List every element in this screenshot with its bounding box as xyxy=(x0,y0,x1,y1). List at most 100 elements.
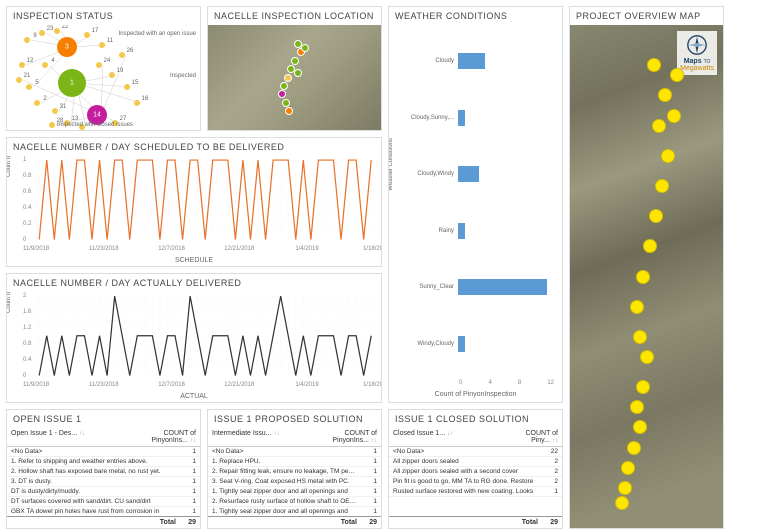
table-row[interactable]: All zipper doors sealed with a second co… xyxy=(389,467,562,477)
sat-node[interactable] xyxy=(119,52,125,58)
inspection-point[interactable] xyxy=(284,74,292,82)
inspection-point[interactable] xyxy=(291,57,299,65)
sat-node[interactable] xyxy=(124,84,130,90)
sat-node[interactable] xyxy=(54,28,60,34)
turbine-marker[interactable] xyxy=(647,58,661,72)
table-row[interactable]: All zipper doors sealed2 xyxy=(389,457,562,467)
panel-title: NACELLE NUMBER / DAY SCHEDULED TO BE DEL… xyxy=(7,138,381,156)
panel-title: ISSUE 1 PROPOSED SOLUTION xyxy=(208,410,381,428)
sat-node[interactable] xyxy=(134,100,140,106)
weather-chart[interactable]: Cloudy Cloudy,Sunny,... Cloudy,Windy Rainy S… xyxy=(389,25,562,402)
table-row[interactable]: 1. Refer to shipping and weather entries… xyxy=(7,457,200,467)
sat-node[interactable] xyxy=(99,42,105,48)
table-row[interactable]: <No Data>1 xyxy=(7,447,200,457)
location-panel: NACELLE INSPECTION LOCATION xyxy=(207,6,382,131)
turbine-marker[interactable] xyxy=(658,88,672,102)
project-map[interactable]: Maps TO Megawatts xyxy=(570,25,723,528)
panel-title: OPEN ISSUE 1 xyxy=(7,410,200,428)
table-row[interactable]: 2. Hollow shaft has exposed bare metal, … xyxy=(7,467,200,477)
turbine-marker[interactable] xyxy=(640,350,654,364)
network-diagram[interactable]: 923221711125231191516137274242621283114 … xyxy=(7,25,200,130)
sat-node[interactable] xyxy=(16,77,22,83)
turbine-marker[interactable] xyxy=(633,330,647,344)
table-row[interactable]: 2. Repair fitting leak, ensure no leakag… xyxy=(208,467,381,477)
weather-bar[interactable]: Rainy xyxy=(403,215,554,247)
turbine-marker[interactable] xyxy=(636,270,650,284)
sort-icon[interactable]: ↑↓ xyxy=(552,438,558,444)
table-row[interactable]: DT surfaces covered with sand/dirt. CU s… xyxy=(7,497,200,507)
turbine-marker[interactable] xyxy=(621,461,635,475)
legend: Inspected with an open issue xyxy=(119,31,196,37)
scheduled-chart[interactable]: Count of PinyonInspectionS SCHEDULE 11/9… xyxy=(7,156,381,266)
turbine-marker[interactable] xyxy=(649,209,663,223)
sat-node[interactable] xyxy=(49,122,55,128)
scheduled-panel: NACELLE NUMBER / DAY SCHEDULED TO BE DEL… xyxy=(6,137,382,267)
sat-node[interactable] xyxy=(34,100,40,106)
weather-bar[interactable]: Windy,Cloudy xyxy=(403,328,554,360)
sort-icon[interactable]: ↑↓ xyxy=(274,431,280,437)
table-row[interactable]: <No Data>22 xyxy=(389,447,562,457)
panel-title: NACELLE NUMBER / DAY ACTUALLY DELIVERED xyxy=(7,274,381,292)
turbine-marker[interactable] xyxy=(661,149,675,163)
inspection-point[interactable] xyxy=(301,44,309,52)
inspection-point[interactable] xyxy=(285,107,293,115)
table-row[interactable]: 2. Resurface rusty surface of hollow sha… xyxy=(208,497,381,507)
turbine-marker[interactable] xyxy=(615,496,629,510)
sat-node[interactable] xyxy=(52,108,58,114)
sat-node[interactable] xyxy=(24,37,30,43)
inspection-point[interactable] xyxy=(282,99,290,107)
table-row[interactable]: 3. DT is dusty.1 xyxy=(7,477,200,487)
project-map-panel: PROJECT OVERVIEW MAP Maps TO Megawatts xyxy=(569,6,724,529)
table-row[interactable]: Rusted surface restored with new coating… xyxy=(389,487,562,497)
sat-node[interactable] xyxy=(19,62,25,68)
table-body: <No Data>22All zipper doors sealed2All z… xyxy=(389,447,562,516)
logo: Maps TO Megawatts xyxy=(677,31,717,75)
sort-icon[interactable]: ↑↓ xyxy=(371,438,377,444)
turbine-marker[interactable] xyxy=(636,380,650,394)
turbine-marker[interactable] xyxy=(630,400,644,414)
turbine-marker[interactable] xyxy=(618,481,632,495)
weather-bar[interactable]: Cloudy xyxy=(403,45,554,77)
sat-node[interactable] xyxy=(109,72,115,78)
weather-bar[interactable]: Cloudy,Windy xyxy=(403,158,554,190)
location-map[interactable] xyxy=(208,25,381,130)
sat-node[interactable] xyxy=(26,84,32,90)
table-row[interactable]: 1. Tightly seal zipper door and all open… xyxy=(208,507,381,516)
inspection-point[interactable] xyxy=(280,82,288,90)
sort-icon[interactable]: ↑↓ xyxy=(79,431,85,437)
table-header[interactable]: Open Issue 1 - Des...↑↓ COUNT of PinyonI… xyxy=(7,428,200,447)
turbine-marker[interactable] xyxy=(670,68,684,82)
table-header[interactable]: Intermediate Issu...↑↓ COUNT of PinyonIn… xyxy=(208,428,381,447)
weather-bar[interactable]: Sunny_Clear xyxy=(403,271,554,303)
turbine-marker[interactable] xyxy=(652,119,666,133)
table-row[interactable]: <No Data>1 xyxy=(208,447,381,457)
table-row[interactable]: 1. Tightly seal zipper door and all open… xyxy=(208,487,381,497)
table-footer: Total29 xyxy=(389,516,562,528)
table-row[interactable]: GBX TA dowel pin holes have rust from co… xyxy=(7,507,200,516)
inspection-point[interactable] xyxy=(278,90,286,98)
turbine-marker[interactable] xyxy=(667,109,681,123)
table-header[interactable]: Closed Issue 1...↓↑ COUNT of Piny...↑↓ xyxy=(389,428,562,447)
sat-node[interactable] xyxy=(96,62,102,68)
table-row[interactable]: Pin fit is good to go, MM TA to RG done.… xyxy=(389,477,562,487)
inspection-point[interactable] xyxy=(294,69,302,77)
compass-icon xyxy=(686,34,708,56)
turbine-marker[interactable] xyxy=(630,300,644,314)
turbine-marker[interactable] xyxy=(643,239,657,253)
actual-chart[interactable]: Count of PinyonInspectionS ACTUAL 11/9/2… xyxy=(7,292,381,402)
y-axis-label: Weather Conditions xyxy=(389,138,394,191)
weather-bar[interactable]: Cloudy,Sunny,... xyxy=(403,102,554,134)
table-row[interactable]: DT is dusty/dirty/muddy.1 xyxy=(7,487,200,497)
sat-node[interactable] xyxy=(84,32,90,38)
table-row[interactable]: 1. Replace HPU.1 xyxy=(208,457,381,467)
table-row[interactable]: 3. Seat V-ring. Coat exposed HS metal wi… xyxy=(208,477,381,487)
turbine-marker[interactable] xyxy=(627,441,641,455)
turbine-marker[interactable] xyxy=(633,420,647,434)
sort-icon[interactable]: ↑↓ xyxy=(190,438,196,444)
panel-title: ISSUE 1 CLOSED SOLUTION xyxy=(389,410,562,428)
sat-node[interactable] xyxy=(42,62,48,68)
sat-node[interactable] xyxy=(39,30,45,36)
turbine-marker[interactable] xyxy=(655,179,669,193)
x-axis-label: Count of PinyonInspection xyxy=(435,391,517,398)
sort-icon[interactable]: ↓↑ xyxy=(447,431,453,437)
